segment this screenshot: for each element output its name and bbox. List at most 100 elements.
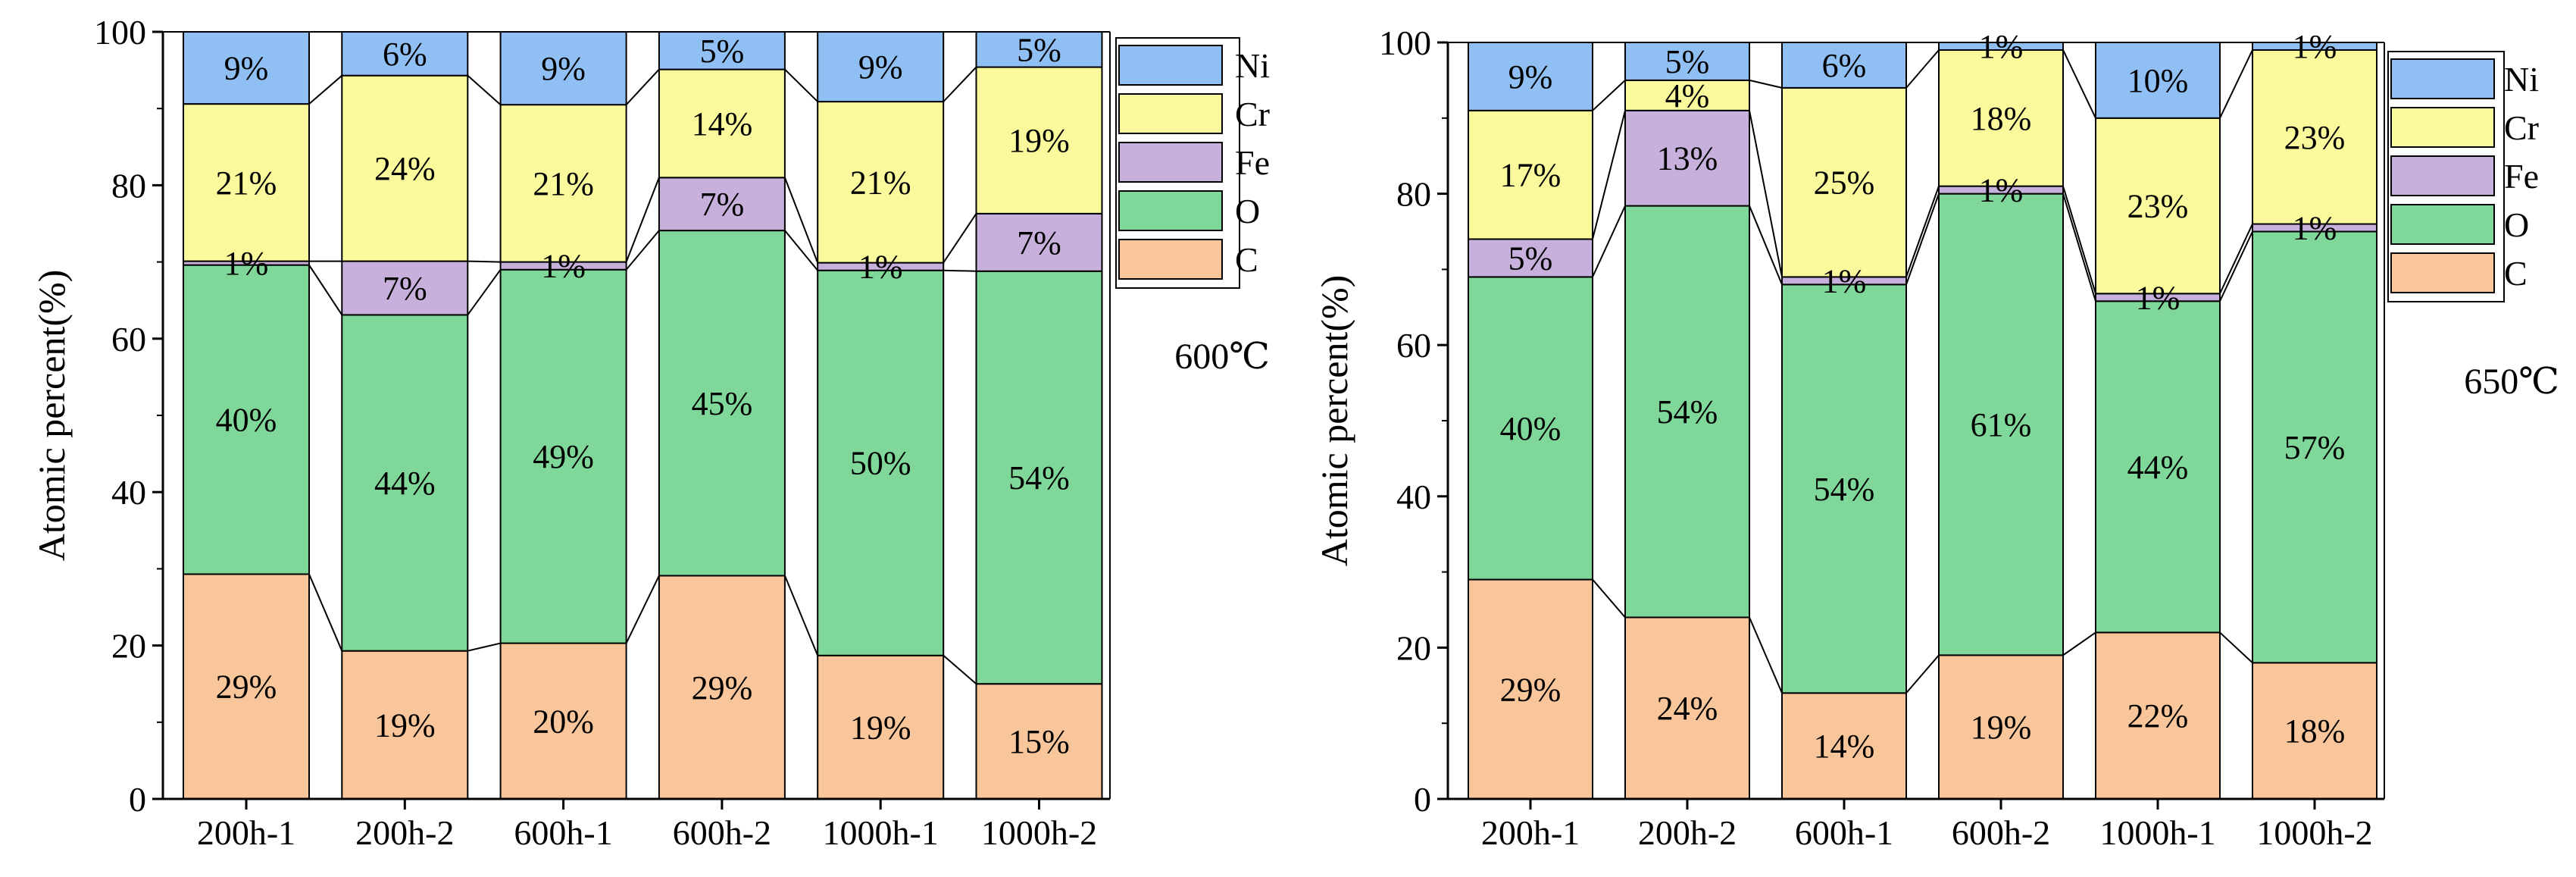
bar-segment-ni bbox=[1468, 42, 1593, 111]
bar-segment-c bbox=[1624, 616, 1750, 800]
bar-segment-ni bbox=[1781, 42, 1907, 89]
bar-segment-c bbox=[499, 642, 627, 800]
y-tick-label: 20 bbox=[111, 627, 146, 666]
data-label-ni: 5% bbox=[1017, 31, 1061, 68]
legend-swatch-ni bbox=[2390, 58, 2495, 99]
data-label-ni: 9% bbox=[224, 50, 269, 87]
connector-line-cr bbox=[1749, 79, 1783, 89]
bar-segment-fe bbox=[975, 212, 1103, 272]
connector-line-c bbox=[2062, 631, 2096, 656]
connector-line-c bbox=[783, 575, 819, 656]
bar-segment-c bbox=[817, 654, 945, 800]
legend-swatch-fe bbox=[2390, 155, 2495, 196]
y-axis-title: Atomic percent(%) bbox=[30, 270, 73, 562]
data-label-ni: 6% bbox=[383, 36, 427, 73]
bar-segment-cr bbox=[2252, 49, 2377, 225]
bar-segment-cr bbox=[499, 104, 627, 263]
connector-line-fe bbox=[2219, 224, 2253, 294]
bar-segment-c bbox=[1468, 578, 1593, 800]
data-label-ni: 10% bbox=[2127, 62, 2189, 99]
bar-segment-ni bbox=[499, 31, 627, 106]
legend-swatch-c bbox=[2390, 252, 2495, 293]
data-label-c: 19% bbox=[1971, 709, 2032, 746]
data-label-fe: 7% bbox=[700, 186, 745, 223]
data-label-cr: 25% bbox=[1814, 164, 1875, 202]
legend-label-c: C bbox=[2504, 254, 2528, 293]
connector-line-o bbox=[1905, 193, 1940, 285]
x-tick-label: 200h-1 bbox=[197, 813, 295, 852]
connector-line-c bbox=[943, 654, 977, 684]
bar-segment-ni bbox=[817, 31, 945, 103]
bar-segment-c bbox=[658, 575, 786, 800]
bar-segment-o bbox=[975, 270, 1103, 685]
legend-label-fe: Fe bbox=[1235, 143, 1270, 182]
x-tick-label: 1000h-2 bbox=[2256, 813, 2372, 852]
x-tick-label: 1000h-1 bbox=[823, 813, 939, 852]
data-label-cr: 18% bbox=[1971, 100, 2032, 137]
data-label-o: 50% bbox=[850, 445, 911, 482]
bar-segment-ni bbox=[183, 31, 310, 105]
bar-segment-c bbox=[975, 683, 1103, 800]
legend-label-ni: Ni bbox=[2504, 60, 2539, 99]
bar-segment-o bbox=[1624, 205, 1750, 619]
data-label-ni: 5% bbox=[700, 33, 745, 70]
data-label-c: 14% bbox=[1814, 728, 1875, 765]
connector-line-o bbox=[2219, 231, 2253, 302]
legend-swatch-c bbox=[1118, 239, 1223, 280]
connector-line-c bbox=[2219, 631, 2253, 664]
bar-segment-ni bbox=[658, 31, 786, 70]
x-tick-label: 600h-1 bbox=[514, 813, 612, 852]
data-label-cr: 4% bbox=[1665, 77, 1710, 114]
data-label-ni: 1% bbox=[2293, 28, 2337, 65]
x-tick-label: 200h-2 bbox=[355, 813, 454, 852]
x-tick-label: 600h-1 bbox=[1795, 813, 1893, 852]
legend-label-ni: Ni bbox=[1235, 46, 1270, 85]
data-label-fe: 7% bbox=[383, 270, 427, 307]
data-label-c: 24% bbox=[1657, 690, 1718, 727]
data-label-o: 54% bbox=[1657, 393, 1718, 431]
data-label-o: 61% bbox=[1971, 406, 2032, 443]
data-label-c: 20% bbox=[533, 703, 594, 740]
legend-swatch-cr bbox=[1118, 93, 1223, 134]
temperature-label: 650℃ bbox=[2464, 362, 2559, 402]
data-label-ni: 9% bbox=[858, 49, 903, 86]
connector-line-cr bbox=[2219, 49, 2253, 119]
data-label-c: 19% bbox=[850, 709, 911, 746]
data-label-c: 29% bbox=[1500, 671, 1562, 708]
connector-line-fe bbox=[943, 213, 977, 264]
connector-line-fe bbox=[625, 177, 660, 262]
bar-segment-c bbox=[341, 650, 469, 800]
bar-segment-cr bbox=[817, 101, 945, 264]
data-label-o: 44% bbox=[374, 465, 436, 502]
data-label-cr: 24% bbox=[374, 150, 436, 187]
x-tick-label: 1000h-2 bbox=[981, 813, 1097, 852]
y-tick-label: 80 bbox=[1396, 175, 1431, 214]
legend-swatch-ni bbox=[1118, 45, 1223, 86]
data-label-o: 57% bbox=[2284, 429, 2346, 466]
y-tick-label: 80 bbox=[111, 166, 146, 205]
y-tick-label: 100 bbox=[94, 13, 146, 52]
bar-segment-o bbox=[1938, 193, 2064, 656]
data-label-o: 44% bbox=[2127, 449, 2189, 486]
bar-segment-ni bbox=[341, 31, 469, 77]
connector-line-cr bbox=[1905, 49, 1940, 89]
connector-line-o bbox=[1749, 205, 1783, 285]
connector-line-o bbox=[625, 230, 660, 271]
legend-swatch-fe bbox=[1118, 142, 1223, 183]
bar-segment-cr bbox=[341, 74, 469, 262]
data-label-cr: 21% bbox=[850, 164, 911, 201]
connector-line-cr bbox=[1592, 80, 1626, 111]
connector-line-c bbox=[467, 642, 501, 652]
bar-segment-cr bbox=[975, 66, 1103, 215]
data-label-c: 19% bbox=[374, 706, 436, 744]
data-label-c: 22% bbox=[2127, 697, 2189, 734]
data-label-c: 29% bbox=[216, 669, 277, 706]
temperature-label: 600℃ bbox=[1174, 337, 1270, 377]
y-axis-title: Atomic percent(%) bbox=[1313, 275, 1355, 567]
connector-line-c bbox=[625, 575, 660, 644]
data-label-fe: 1% bbox=[1979, 172, 2024, 209]
connector-line-o bbox=[2062, 193, 2096, 302]
bar-segment-o bbox=[183, 264, 310, 575]
data-label-ni: 9% bbox=[1508, 58, 1553, 96]
